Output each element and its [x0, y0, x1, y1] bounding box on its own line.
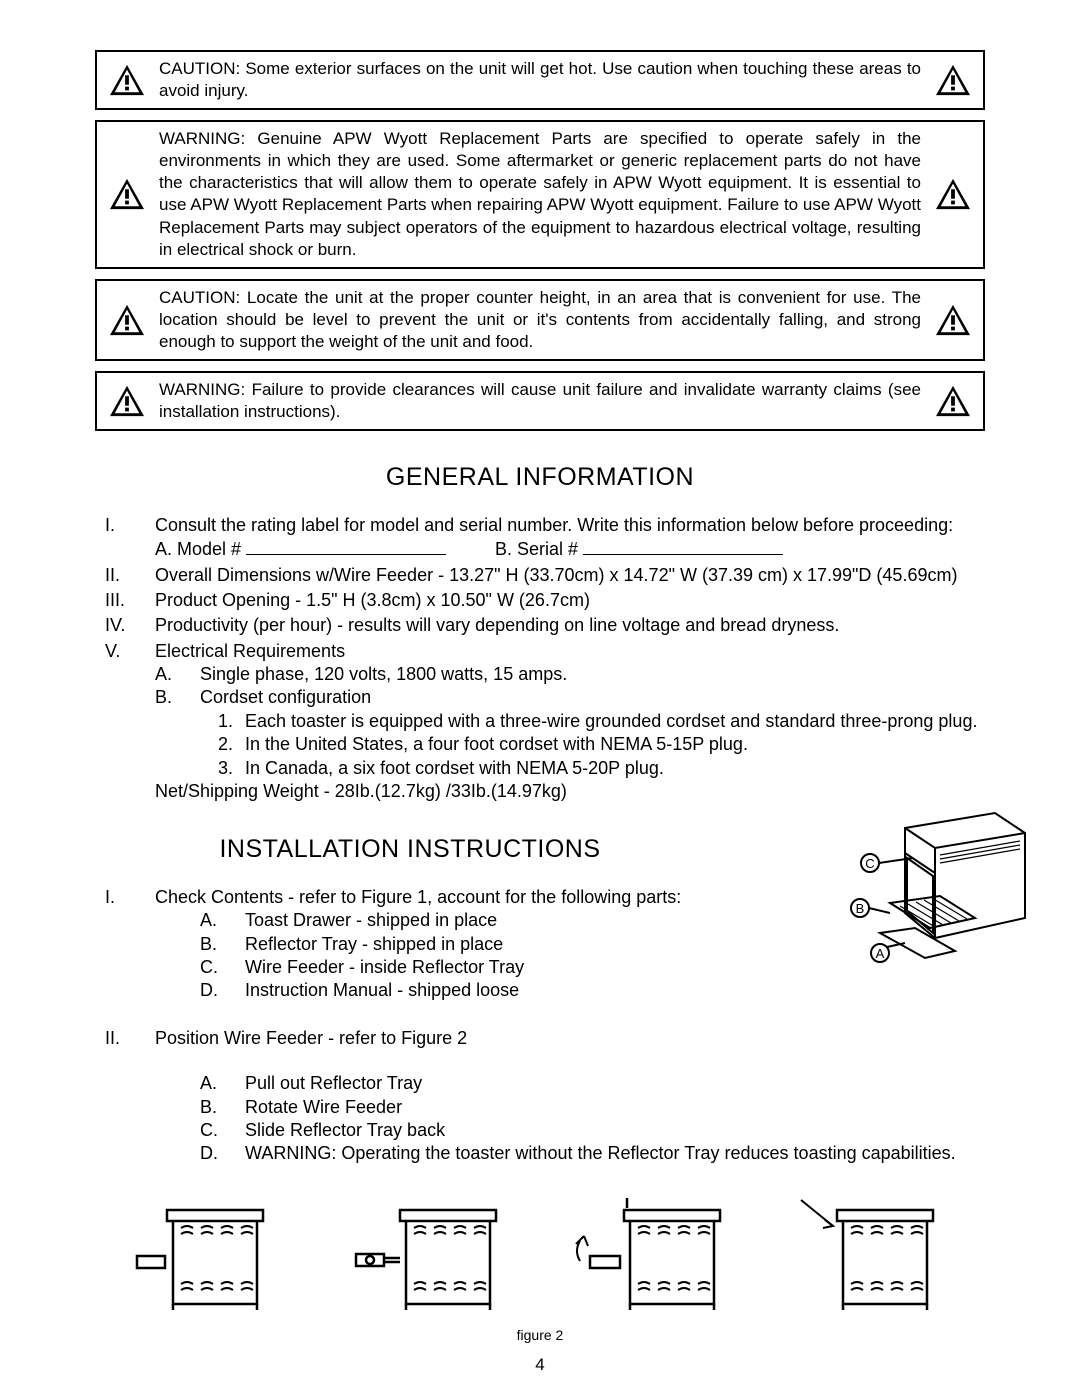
list-item-text: Position Wire Feeder - refer to Figure 2: [155, 1027, 985, 1050]
svg-text:C: C: [865, 856, 874, 871]
list-item-text: Consult the rating label for model and s…: [155, 514, 985, 537]
sub-sub-item-text: In the United States, a four foot cordse…: [245, 733, 985, 756]
sub-marker: C.: [200, 1119, 245, 1142]
warning-triangle-icon: [107, 61, 147, 99]
list-marker: III.: [95, 589, 155, 612]
figure-1-diagram: C B A: [825, 803, 1045, 979]
warning-triangle-icon: [933, 61, 973, 99]
sub-item-text: Instruction Manual - shipped loose: [245, 979, 985, 1002]
serial-number-blank: [583, 537, 783, 555]
sub-sub-item-text: Each toaster is equipped with a three-wi…: [245, 710, 985, 733]
list-marker: IV.: [95, 614, 155, 637]
sub-marker: B.: [155, 686, 200, 780]
list-item-text: Overall Dimensions w/Wire Feeder - 13.27…: [155, 564, 985, 587]
sub-item-text: Pull out Reflector Tray: [245, 1072, 985, 1095]
list-marker: I.: [95, 886, 155, 1003]
sub-marker: A.: [200, 1072, 245, 1095]
caution-box-counter-height: CAUTION: Locate the unit at the proper c…: [95, 279, 985, 361]
sub-marker: B.: [200, 933, 245, 956]
svg-text:A: A: [876, 946, 885, 961]
list-marker: V.: [95, 640, 155, 804]
sub-item-text: Cordset configuration: [200, 686, 985, 709]
list-item-text: Productivity (per hour) - results will v…: [155, 614, 985, 637]
sub-marker: C.: [200, 956, 245, 979]
warning-triangle-icon: [933, 175, 973, 213]
warning-box-clearances: WARNING: Failure to provide clearances w…: [95, 371, 985, 431]
list-item-text: Product Opening - 1.5" H (3.8cm) x 10.50…: [155, 589, 985, 612]
figure-2-caption: figure 2: [95, 1326, 985, 1344]
model-number-blank: [246, 537, 446, 555]
warning-text: WARNING: Failure to provide clearances w…: [147, 379, 933, 423]
list-marker: I.: [95, 514, 155, 562]
figure-2-step-d: [795, 1196, 955, 1322]
sub-item-text: Rotate Wire Feeder: [245, 1096, 985, 1119]
caution-text: CAUTION: Some exterior surfaces on the u…: [147, 58, 933, 102]
list-marker: II.: [95, 564, 155, 587]
warning-triangle-icon: [107, 175, 147, 213]
sub-item-text: Single phase, 120 volts, 1800 watts, 15 …: [200, 663, 985, 686]
list-item-text: Electrical Requirements: [155, 640, 985, 663]
sub-sub-marker: 2.: [200, 733, 245, 756]
general-information-heading: GENERAL INFORMATION: [95, 461, 985, 494]
warning-triangle-icon: [107, 301, 147, 339]
figure-2-step-c: [572, 1196, 732, 1322]
warning-box-replacement-parts: WARNING: Genuine APW Wyott Replacement P…: [95, 120, 985, 269]
sub-sub-item-text: In Canada, a six foot cordset with NEMA …: [245, 757, 985, 780]
warning-triangle-icon: [933, 301, 973, 339]
page-number: 4: [95, 1354, 985, 1376]
warning-text: WARNING: Genuine APW Wyott Replacement P…: [147, 128, 933, 261]
serial-label: B. Serial #: [495, 539, 578, 559]
sub-marker: A.: [155, 663, 200, 686]
warning-triangle-icon: [933, 382, 973, 420]
sub-sub-marker: 3.: [200, 757, 245, 780]
figure-2-row: [95, 1196, 985, 1322]
warning-triangle-icon: [107, 382, 147, 420]
svg-text:B: B: [856, 901, 865, 916]
sub-marker: B.: [200, 1096, 245, 1119]
sub-marker: D.: [200, 979, 245, 1002]
sub-marker: A.: [200, 909, 245, 932]
sub-sub-marker: 1.: [200, 710, 245, 733]
figure-2-step-b: [348, 1196, 508, 1322]
list-marker: II.: [95, 1027, 155, 1166]
sub-item-text: WARNING: Operating the toaster without t…: [245, 1142, 985, 1165]
caution-box-hot-surfaces: CAUTION: Some exterior surfaces on the u…: [95, 50, 985, 110]
model-label: A. Model #: [155, 539, 241, 559]
general-info-list: I. Consult the rating label for model an…: [95, 514, 985, 804]
weight-text: Net/Shipping Weight - 28Ib.(12.7kg) /33I…: [155, 780, 985, 803]
figure-2-step-a: [125, 1196, 285, 1322]
sub-marker: D.: [200, 1142, 245, 1165]
caution-text: CAUTION: Locate the unit at the proper c…: [147, 287, 933, 353]
sub-item-text: Slide Reflector Tray back: [245, 1119, 985, 1142]
